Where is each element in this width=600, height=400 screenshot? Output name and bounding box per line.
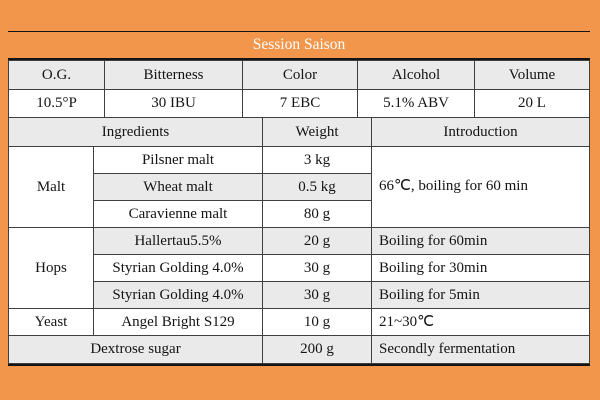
table-row-dextrose: Dextrose sugar 200 g Secondly fermentati… [7,334,590,364]
summary-table: O.G. Bitterness Color Alcohol Volume 10.… [8,59,590,118]
weight-cell: 10 g [262,307,373,336]
weight-cell: 30 g [262,280,373,309]
ingredient-name-cell: Wheat malt [92,172,264,201]
introduction-cell: Boiling for 30min [371,253,590,282]
introduction-cell: 21~30℃ [371,307,590,336]
introduction-header: Introduction [371,116,590,147]
summary-header-color: Color [242,59,358,90]
introduction-cell: Boiling for 60min [371,226,590,255]
introduction-cell: Boiling for 5min [371,280,590,309]
weight-cell: 0.5 kg [262,172,373,201]
ingredients-table: Ingredients Weight Introduction Malt Pil… [7,116,590,364]
summary-header-alcohol: Alcohol [357,59,475,90]
category-cell-yeast: Yeast [8,307,94,336]
recipe-tables: O.G. Bitterness Color Alcohol Volume 10.… [7,59,590,366]
weight-cell: 30 g [262,253,373,282]
summary-value-bitterness: 30 IBU [104,88,243,118]
recipe-title-bar: Session Saison [8,31,590,60]
weight-header: Weight [262,116,373,147]
table-row-hops-2: Styrian Golding 4.0% 30 g Boiling for 30… [9,253,590,282]
category-cell-malt: Malt [8,145,94,228]
weight-cell: 3 kg [262,145,373,174]
summary-header-bitterness: Bitterness [104,59,243,90]
summary-value-og: 10.5°P [8,88,105,118]
summary-value-volume: 20 L [474,88,590,118]
table-row-malt-2: Wheat malt 0.5 kg [9,172,590,201]
summary-header-volume: Volume [474,59,590,90]
summary-header-row: O.G. Bitterness Color Alcohol Volume [8,59,590,90]
weight-cell: 80 g [262,199,373,228]
table-row-malt-1: Malt Pilsner malt 3 kg 66℃, boiling for … [8,145,590,228]
summary-header-og: O.G. [8,59,105,90]
weight-cell: 200 g [262,334,373,364]
table-row-hops-1: Hops Hallertau5.5% 20 g Boiling for 60mi… [8,226,590,309]
ingredients-header: Ingredients [7,116,264,147]
ingredient-name-cell: Styrian Golding 4.0% [92,280,264,309]
table-row-yeast: Yeast Angel Bright S129 10 g 21~30℃ [8,307,590,336]
introduction-cell-malt: 66℃, boiling for 60 min [371,145,590,228]
recipe-title: Session Saison [252,35,346,53]
table-row-hops-3: Styrian Golding 4.0% 30 g Boiling for 5m… [9,280,590,309]
ingredients-header-row: Ingredients Weight Introduction [7,116,590,147]
ingredient-name-cell: Caravienne malt [92,199,264,228]
ingredient-name-cell: Hallertau5.5% [92,226,264,255]
summary-value-row: 10.5°P 30 IBU 7 EBC 5.1% ABV 20 L [8,88,590,118]
ingredient-name-cell: Pilsner malt [92,145,264,174]
weight-cell: 20 g [262,226,373,255]
summary-value-color: 7 EBC [242,88,358,118]
summary-value-alcohol: 5.1% ABV [357,88,475,118]
ingredient-name-cell: Angel Bright S129 [92,307,264,336]
ingredient-name-cell: Styrian Golding 4.0% [92,253,264,282]
introduction-cell: Secondly fermentation [371,334,590,364]
category-cell-hops: Hops [8,226,94,309]
ingredient-name-cell: Dextrose sugar [7,334,264,364]
recipe-sheet: Session Saison O.G. Bitterness Color Alc… [7,31,590,366]
